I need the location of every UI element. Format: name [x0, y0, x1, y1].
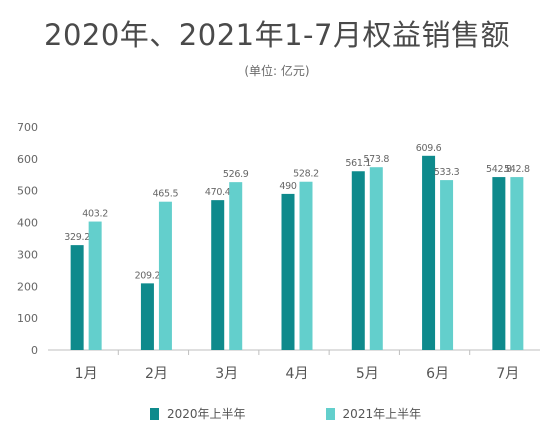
- data-label: 526.9: [223, 169, 249, 180]
- x-tick-label: 6月: [426, 366, 449, 382]
- x-tick-label: 2月: [145, 366, 168, 382]
- bar-2021: [299, 181, 313, 350]
- data-label: 609.6: [416, 143, 442, 154]
- data-label: 542.8: [504, 164, 530, 175]
- y-tick-label: 0: [31, 344, 38, 357]
- legend-swatch-2021: [325, 407, 335, 420]
- bar-2021: [510, 177, 524, 350]
- data-label: 329.2: [64, 232, 90, 243]
- bar-2021: [229, 182, 243, 350]
- x-tick-label: 4月: [286, 366, 309, 382]
- y-tick-label: 300: [17, 248, 38, 261]
- bar-2020: [351, 171, 365, 350]
- y-tick-label: 200: [17, 280, 38, 293]
- x-tick-label: 7月: [496, 366, 519, 382]
- bar-2020: [281, 193, 295, 350]
- bar-2021: [158, 201, 172, 350]
- y-tick-label: 100: [17, 312, 38, 325]
- y-tick-label: 700: [17, 121, 38, 134]
- legend-label-2021: 2021年上半年: [342, 407, 422, 421]
- bar-2020: [140, 283, 154, 350]
- chart-subtitle: (单位: 亿元): [244, 64, 310, 78]
- legend-item-2021: 2021年上半年: [325, 405, 422, 422]
- data-label: 573.8: [363, 154, 389, 165]
- data-label: 533.3: [434, 167, 460, 178]
- chart-title: 2020年、2021年1-7月权益销售额: [44, 18, 510, 52]
- data-label: 542.8: [486, 164, 512, 175]
- data-label: 490: [279, 181, 296, 192]
- x-tick-label: 1月: [75, 366, 98, 382]
- y-tick-label: 600: [17, 153, 38, 166]
- data-label: 403.2: [82, 209, 108, 220]
- bar-2020: [422, 155, 436, 350]
- legend: 2020年上半年 2021年上半年: [150, 405, 421, 422]
- bar-2020: [70, 245, 84, 350]
- bar-2020: [492, 177, 506, 350]
- data-label: 561.1: [345, 158, 371, 169]
- data-label: 528.2: [293, 169, 319, 180]
- legend-item-2020: 2020年上半年: [150, 405, 246, 422]
- data-label: 470.4: [205, 187, 231, 198]
- data-label: 209.2: [135, 270, 161, 281]
- bar-2021: [440, 180, 454, 350]
- bar-2021: [88, 221, 102, 350]
- bar-2020: [211, 200, 225, 350]
- x-tick-label: 5月: [356, 366, 379, 382]
- bar-chart: 0 100 200 300 400 500 600 700 329.2 403.2 1月 209.2 4…: [17, 121, 540, 382]
- x-tick-label: 3月: [215, 366, 238, 382]
- y-tick-label: 500: [17, 185, 38, 198]
- legend-label-2020: 2020年上半年: [167, 407, 246, 421]
- bar-2021: [369, 167, 383, 350]
- data-label: 465.5: [153, 189, 179, 200]
- y-tick-label: 400: [17, 217, 38, 230]
- legend-swatch-2020: [150, 407, 159, 420]
